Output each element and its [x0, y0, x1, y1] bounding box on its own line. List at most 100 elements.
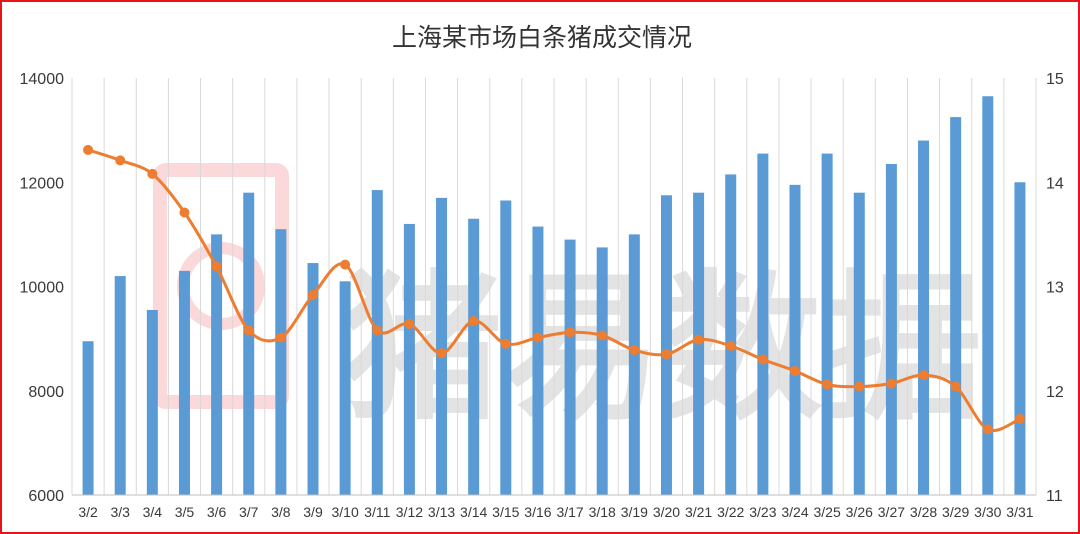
x-tick-label: 3/27	[878, 504, 905, 520]
line-point	[83, 144, 94, 155]
y-left-tick-label: 8000	[28, 384, 64, 401]
bar	[564, 239, 576, 495]
x-tick-label: 3/24	[781, 504, 808, 520]
line-point	[532, 332, 543, 343]
bar	[950, 117, 962, 495]
line-point	[597, 330, 608, 341]
x-tick-label: 3/22	[717, 504, 744, 520]
line-point	[565, 327, 576, 338]
axes: 6000 8000 10000 12000 14000 11 12 13 14 15 3/2 3/3 3…	[20, 71, 1064, 520]
x-tick-label: 3/6	[207, 504, 227, 520]
bar	[275, 229, 287, 495]
bar-series	[82, 96, 1026, 496]
x-tick-label: 3/14	[460, 504, 487, 520]
y-right-tick-label: 11	[1046, 488, 1063, 505]
line-point	[725, 340, 736, 351]
x-tick-label: 3/26	[846, 504, 873, 520]
bar	[468, 218, 480, 496]
bar	[211, 234, 223, 495]
bar	[982, 96, 994, 496]
bar	[82, 341, 94, 495]
line-point	[790, 365, 800, 376]
x-tick-label: 3/28	[910, 504, 937, 520]
bar	[178, 270, 190, 495]
y-right-tick-label: 12	[1046, 384, 1064, 401]
y-left-tick-label: 14000	[20, 71, 65, 88]
line-point	[693, 334, 704, 345]
line-point	[1014, 413, 1025, 424]
line-point	[436, 348, 447, 359]
line-point	[179, 207, 190, 218]
x-tick-label: 3/2	[78, 504, 98, 520]
y-left-tick-label: 12000	[20, 175, 65, 192]
y-right-tick-label: 15	[1046, 71, 1064, 88]
bar	[596, 247, 608, 495]
x-tick-label: 3/19	[621, 504, 648, 520]
x-tick-label: 3/20	[653, 504, 680, 520]
x-tick-label: 3/8	[271, 504, 291, 520]
line-point	[982, 424, 993, 435]
x-tick-label: 3/18	[589, 504, 616, 520]
x-tick-label: 3/31	[1006, 504, 1033, 520]
line-point	[115, 155, 126, 166]
line-point	[918, 370, 929, 381]
bar	[339, 281, 351, 495]
line-point	[340, 259, 351, 270]
grid-lines	[71, 78, 1037, 495]
line-point	[886, 378, 897, 389]
line-point	[468, 315, 479, 326]
x-tick-label: 3/16	[524, 504, 551, 520]
line-point	[243, 325, 254, 336]
bar	[146, 309, 158, 495]
x-tick-label: 3/4	[143, 504, 163, 520]
x-tick-label: 3/13	[428, 504, 455, 520]
line-point	[854, 381, 865, 392]
bar	[821, 153, 833, 496]
x-tick-label: 3/17	[556, 504, 583, 520]
x-tick-label: 3/30	[974, 504, 1001, 520]
bar	[918, 140, 930, 496]
bar	[1014, 182, 1026, 495]
bar	[243, 192, 255, 496]
y-right-tick-label: 13	[1046, 280, 1064, 297]
line-point	[275, 332, 286, 343]
line-point	[629, 345, 640, 356]
x-tick-label: 3/23	[749, 504, 776, 520]
y-left-tick-label: 6000	[28, 488, 64, 505]
line-point	[147, 168, 158, 179]
line-point	[404, 319, 415, 330]
bar	[660, 195, 672, 495]
bar	[757, 153, 769, 496]
line-point	[308, 289, 318, 300]
line-point	[950, 381, 961, 392]
y-left-tick-label: 10000	[20, 280, 65, 297]
line-point	[757, 354, 768, 365]
bar	[853, 192, 865, 496]
line-point	[822, 379, 833, 390]
bar	[885, 164, 897, 495]
x-tick-label: 3/21	[685, 504, 712, 520]
x-tick-label: 3/7	[239, 504, 259, 520]
x-tick-label: 3/3	[110, 504, 130, 520]
x-tick-label: 3/25	[814, 504, 841, 520]
bar	[789, 184, 801, 495]
x-tick-label: 3/10	[332, 504, 359, 520]
x-tick-label: 3/11	[364, 504, 390, 520]
bar	[403, 223, 415, 495]
bar	[371, 190, 383, 495]
x-tick-label: 3/5	[175, 504, 195, 520]
x-tick-label: 3/9	[303, 504, 323, 520]
bar	[114, 276, 126, 495]
x-tick-label: 3/15	[492, 504, 519, 520]
y-right-tick-label: 14	[1046, 175, 1064, 192]
bar	[436, 197, 448, 495]
bar	[628, 234, 640, 495]
x-tick-label: 3/29	[942, 504, 969, 520]
bar	[532, 226, 544, 495]
chart-title: 上海某市场白条猪成交情况	[391, 23, 692, 52]
line-point	[661, 349, 672, 360]
line-point	[500, 338, 511, 349]
line-series	[83, 144, 1025, 435]
